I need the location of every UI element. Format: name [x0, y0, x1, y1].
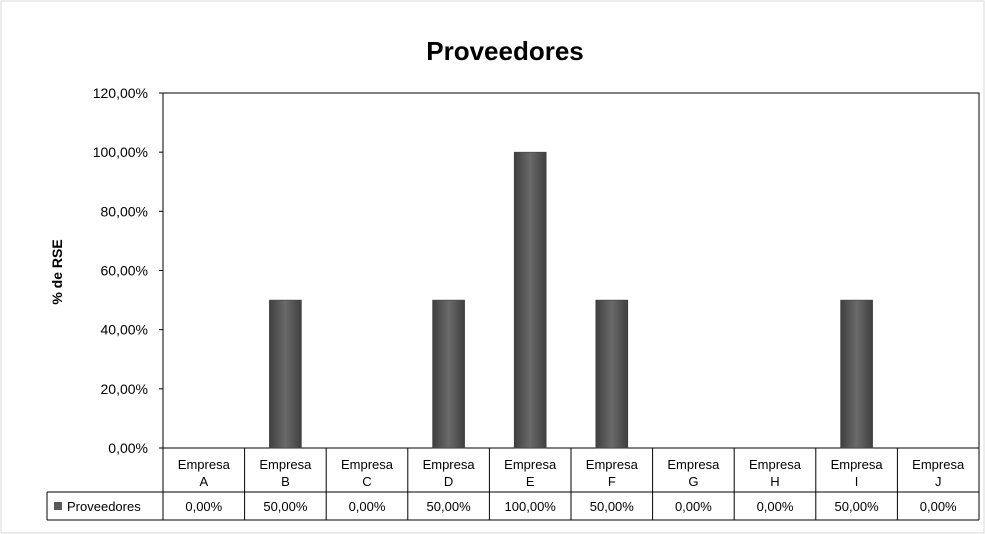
x-tick-label: Empresa C [341, 457, 394, 489]
x-tick-label: Empresa E [504, 457, 557, 489]
data-label: 50,00% [590, 499, 635, 514]
x-tick-label: Empresa J [912, 457, 965, 489]
data-table: Empresa A Empresa B Empresa C Empresa D Empresa E… [46, 448, 980, 521]
x-tick-label: Empresa I [831, 457, 884, 489]
y-tick-label: 60,00% [101, 263, 148, 279]
bar [840, 299, 873, 449]
x-tick-label: Empresa H [749, 457, 802, 489]
y-tick-label: 120,00% [93, 85, 148, 101]
legend-label: Proveedores [67, 499, 141, 514]
data-label: 0,00% [349, 499, 386, 514]
y-tick-label: 0,00% [108, 440, 148, 456]
x-tick-label: Empresa B [259, 457, 312, 489]
data-label: 0,00% [675, 499, 712, 514]
bar [595, 299, 629, 449]
bar [432, 299, 465, 449]
x-tick-label: Empresa D [423, 457, 476, 489]
data-label: 100,00% [505, 499, 557, 514]
x-tick-label: Empresa G [667, 457, 720, 489]
data-label: 0,00% [185, 499, 222, 514]
x-tick-label: Empresa F [586, 457, 639, 489]
y-axis-ticks: 0,00% 20,00% 40,00% 60,00% 80,00% 100,00% 120,… [93, 85, 163, 456]
bar-series [269, 151, 873, 449]
y-tick-label: 100,00% [93, 144, 148, 160]
data-label: 0,00% [920, 499, 957, 514]
data-label: 50,00% [835, 499, 880, 514]
data-label: 0,00% [757, 499, 794, 514]
chart-title: Proveedores [426, 36, 584, 66]
y-tick-label: 80,00% [101, 203, 148, 219]
x-tick-label: Empresa A [178, 457, 231, 489]
data-label: 50,00% [427, 499, 472, 514]
bar [513, 151, 547, 449]
y-axis-label: % de RSE [49, 239, 65, 304]
bar [269, 299, 302, 449]
data-label: 50,00% [263, 499, 308, 514]
y-tick-label: 40,00% [101, 322, 148, 338]
legend-swatch [54, 502, 62, 510]
y-tick-label: 20,00% [101, 381, 148, 397]
